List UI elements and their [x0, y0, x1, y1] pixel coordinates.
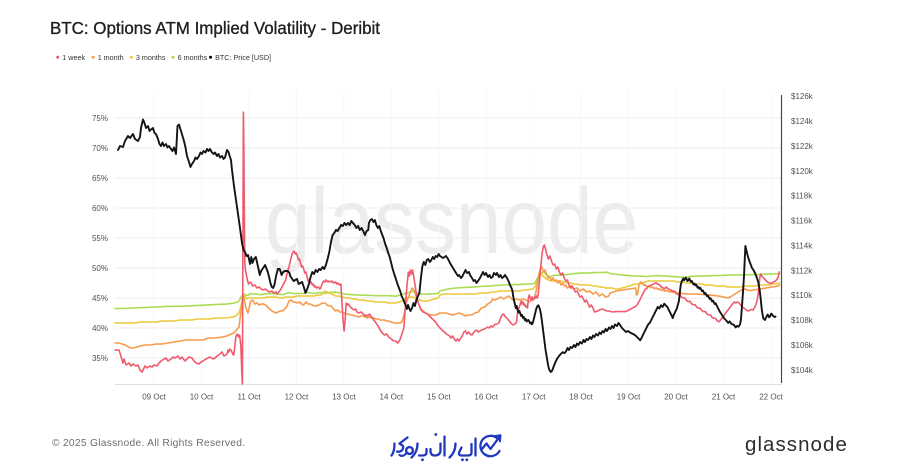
svg-text:16 Oct: 16 Oct [474, 393, 498, 402]
svg-text:19 Oct: 19 Oct [617, 393, 641, 402]
svg-text:$112k: $112k [791, 266, 813, 275]
svg-text:$116k: $116k [791, 217, 813, 226]
svg-text:20 Oct: 20 Oct [664, 393, 688, 402]
svg-text:14 Oct: 14 Oct [380, 393, 404, 402]
svg-text:3 months: 3 months [136, 53, 166, 62]
svg-text:45%: 45% [92, 294, 108, 303]
svg-text:1 month: 1 month [98, 53, 124, 62]
svg-text:glassnode: glassnode [265, 169, 638, 273]
svg-text:18 Oct: 18 Oct [569, 393, 593, 402]
svg-text:11 Oct: 11 Oct [238, 393, 262, 402]
svg-text:60%: 60% [92, 204, 108, 213]
svg-text:70%: 70% [92, 144, 108, 153]
svg-text:$124k: $124k [791, 117, 814, 126]
svg-text:13 Oct: 13 Oct [332, 393, 356, 402]
svg-text:15 Oct: 15 Oct [427, 393, 451, 402]
svg-text:BTC: Options ATM Implied Volat: BTC: Options ATM Implied Volatility - De… [50, 18, 380, 38]
svg-text:$126k: $126k [791, 92, 814, 101]
svg-text:22 Oct: 22 Oct [759, 393, 783, 402]
svg-text:BTC: Price [USD]: BTC: Price [USD] [215, 53, 271, 62]
svg-text:09 Oct: 09 Oct [142, 393, 166, 402]
svg-text:$122k: $122k [791, 142, 814, 151]
svg-text:40%: 40% [92, 324, 108, 333]
svg-text:$106k: $106k [791, 341, 814, 350]
svg-text:12 Oct: 12 Oct [285, 393, 309, 402]
svg-text:50%: 50% [92, 264, 108, 273]
svg-text:17 Oct: 17 Oct [522, 393, 546, 402]
svg-text:21 Oct: 21 Oct [712, 393, 736, 402]
svg-text:glassnode: glassnode [745, 433, 848, 456]
svg-text:10 Oct: 10 Oct [190, 393, 214, 402]
svg-text:75%: 75% [92, 114, 108, 123]
svg-text:35%: 35% [92, 354, 108, 363]
svg-text:$104k: $104k [791, 366, 814, 375]
svg-text:$118k: $118k [791, 192, 813, 201]
svg-text:$110k: $110k [791, 291, 813, 300]
svg-text:1 week: 1 week [62, 53, 85, 62]
svg-text:$114k: $114k [791, 242, 813, 251]
svg-text:65%: 65% [92, 174, 108, 183]
svg-text:$120k: $120k [791, 167, 814, 176]
svg-text:6 months: 6 months [178, 53, 208, 62]
svg-text:$108k: $108k [791, 316, 814, 325]
svg-text:55%: 55% [92, 234, 108, 243]
svg-text:© 2025 Glassnode. All Rights R: © 2025 Glassnode. All Rights Reserved. [52, 438, 245, 449]
